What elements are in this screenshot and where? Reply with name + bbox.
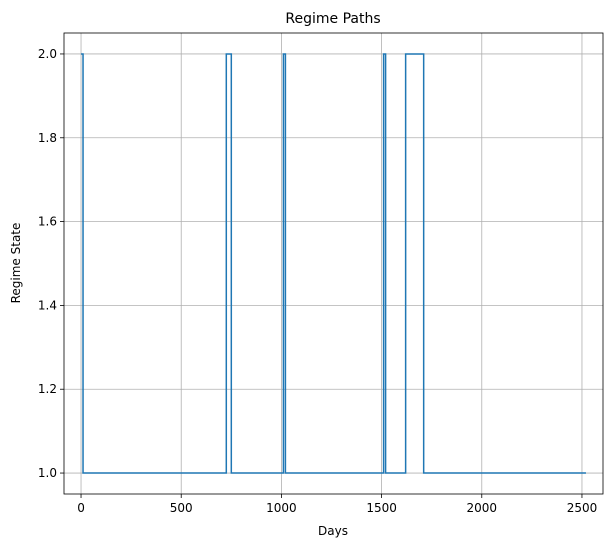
x-tick-label: 2000 bbox=[467, 501, 498, 515]
series-layer bbox=[81, 53, 586, 474]
y-tick-label: 1.6 bbox=[38, 215, 57, 229]
y-axis-label: Regime State bbox=[9, 223, 23, 304]
grid bbox=[64, 33, 603, 494]
x-axis-label: Days bbox=[318, 524, 348, 538]
plot-frame bbox=[63, 32, 604, 495]
x-tick-label: 1000 bbox=[266, 501, 297, 515]
chart-title: Regime Paths bbox=[285, 11, 380, 27]
y-tick-label: 2.0 bbox=[38, 47, 57, 61]
y-tick-label: 1.8 bbox=[38, 131, 57, 145]
x-tick-label: 500 bbox=[170, 501, 193, 515]
y-tick-label: 1.4 bbox=[38, 298, 57, 312]
series-line-0 bbox=[81, 53, 586, 474]
x-tick-label: 2500 bbox=[567, 501, 598, 515]
x-tick-label: 0 bbox=[77, 501, 85, 515]
y-tick-label: 1.0 bbox=[38, 466, 57, 480]
x-tick-label: 1500 bbox=[366, 501, 397, 515]
axes: 0 500 1000 1500 2000 2500 1.0 1.2 1.4 1.6 1.8 2.0 bbox=[38, 32, 604, 515]
y-tick-label: 1.2 bbox=[38, 382, 57, 396]
